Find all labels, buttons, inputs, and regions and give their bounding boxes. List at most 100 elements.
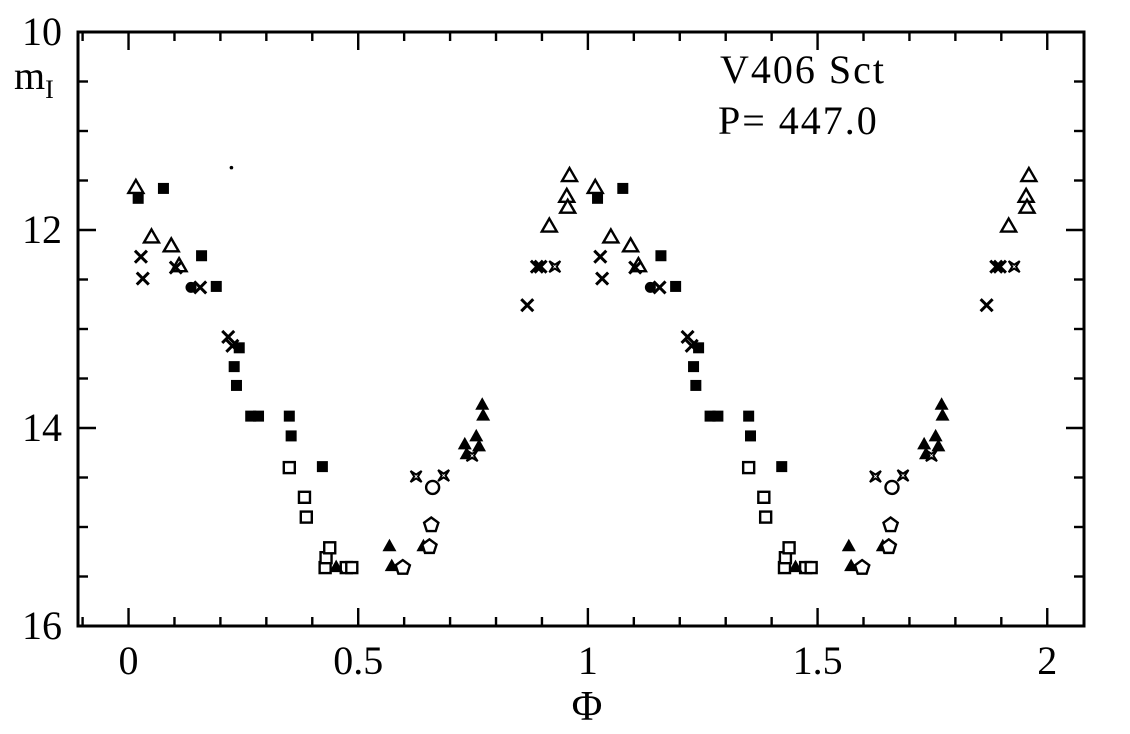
x-tick-label: 1 [578, 638, 598, 683]
data-point-filled-triangle [457, 436, 472, 450]
data-point-cross [680, 329, 695, 344]
y-tick-label: 14 [22, 405, 62, 450]
data-point-filled-square [132, 192, 144, 204]
data-point-filled-square [253, 410, 265, 422]
plot-frame [76, 30, 1086, 628]
y-axis-label: mI [14, 56, 54, 103]
data-point-open-square [741, 460, 756, 475]
data-point-filled-square [157, 182, 169, 194]
data-point-filled-square [690, 379, 702, 391]
data-point-filled-square [245, 410, 257, 422]
data-point-filled-square [655, 250, 667, 262]
data-point-open-square [299, 510, 314, 524]
data-point-cross [133, 249, 148, 264]
data-point-open-triangle [601, 227, 621, 244]
data-point-filled-square [688, 361, 700, 373]
y-tick-label: 12 [22, 207, 62, 252]
data-point-four-point-star [409, 470, 423, 483]
data-point-open-circle [884, 479, 900, 496]
data-point-four-point-star [896, 469, 910, 482]
data-point-scan-speck [229, 165, 234, 170]
x-tick-label: 2 [1037, 638, 1057, 683]
data-point-filled-triangle [476, 408, 491, 421]
data-point-cross [979, 298, 994, 313]
y-tick-label: 10 [22, 9, 62, 54]
data-point-open-pentagon [880, 537, 898, 555]
data-point-filled-square [233, 342, 245, 354]
data-point-open-square [297, 490, 312, 504]
y-ticks [78, 30, 1084, 628]
data-point-filled-square [592, 192, 604, 204]
data-point-four-point-star [1007, 260, 1021, 273]
x-axis-label: Φ [571, 684, 603, 730]
data-point-open-triangle [1019, 165, 1039, 183]
series-open-square [282, 460, 818, 575]
data-point-open-square [782, 541, 796, 555]
data-point-open-square [758, 510, 773, 524]
period-annotation: P= 447.0 [718, 98, 879, 143]
data-point-open-triangle [585, 177, 605, 195]
data-point-cross [992, 259, 1008, 274]
data-point-cross [533, 259, 548, 274]
series-open-circle [424, 479, 900, 496]
data-point-open-pentagon [420, 537, 438, 555]
data-point-filled-square [704, 410, 716, 422]
data-point-filled-triangle [841, 538, 856, 552]
data-point-open-triangle [141, 227, 162, 244]
y-tick-labels: 10 12 14 16 [22, 9, 62, 648]
series-filled-circle [185, 281, 656, 293]
data-point-open-pentagon [394, 558, 412, 575]
data-point-four-point-star [925, 449, 938, 463]
data-point-open-square [804, 560, 818, 575]
data-point-cross [628, 260, 643, 275]
data-point-cross [168, 260, 183, 275]
data-point-filled-square [210, 280, 222, 292]
data-point-filled-triangle [475, 397, 490, 410]
data-point-filled-square [712, 410, 724, 422]
data-point-filled-triangle [469, 428, 484, 442]
data-point-filled-circle [185, 281, 197, 293]
data-point-open-square [757, 490, 771, 504]
data-point-four-point-star [465, 449, 479, 463]
data-point-open-triangle [126, 177, 146, 195]
data-point-filled-triangle [382, 538, 397, 552]
series-open-pentagon [394, 516, 900, 575]
data-point-filled-triangle [329, 559, 344, 573]
data-point-filled-square [283, 410, 295, 422]
data-point-open-pentagon [422, 516, 440, 533]
data-point-open-triangle [539, 216, 559, 233]
x-tick-label: 1.5 [793, 638, 843, 683]
data-point-filled-square [617, 182, 629, 194]
data-point-cross [221, 329, 236, 344]
x-tick-labels: 0 0.5 1 1.5 2 [119, 638, 1058, 683]
data-point-filled-square [196, 250, 208, 262]
data-point-filled-square [285, 430, 297, 442]
data-point-open-triangle [621, 235, 641, 253]
data-point-cross [520, 298, 535, 313]
data-point-cross [684, 338, 699, 353]
data-point-cross [529, 259, 544, 274]
data-point-cross [595, 271, 610, 286]
x-ticks [81, 32, 1049, 626]
data-point-filled-triangle [935, 408, 950, 421]
y-axis-label-main: m [14, 53, 46, 98]
series-cross [133, 249, 1008, 353]
data-point-cross [593, 249, 608, 264]
data-point-filled-triangle [384, 558, 399, 572]
data-point-filled-square [693, 342, 705, 354]
data-point-cross [652, 280, 667, 295]
data-point-filled-square [670, 280, 682, 292]
series-four-point-star [409, 260, 1021, 483]
series-scan-speck [229, 165, 234, 170]
data-point-open-triangle [559, 165, 580, 183]
series-filled-square [132, 182, 788, 473]
data-point-cross [225, 338, 240, 353]
data-point-filled-square [228, 361, 240, 373]
data-point-cross [989, 259, 1004, 274]
data-point-filled-triangle [472, 438, 487, 452]
data-point-open-square [345, 560, 359, 575]
data-point-filled-triangle [934, 397, 949, 410]
data-point-filled-circle [644, 281, 656, 293]
data-point-four-point-star [869, 470, 882, 483]
